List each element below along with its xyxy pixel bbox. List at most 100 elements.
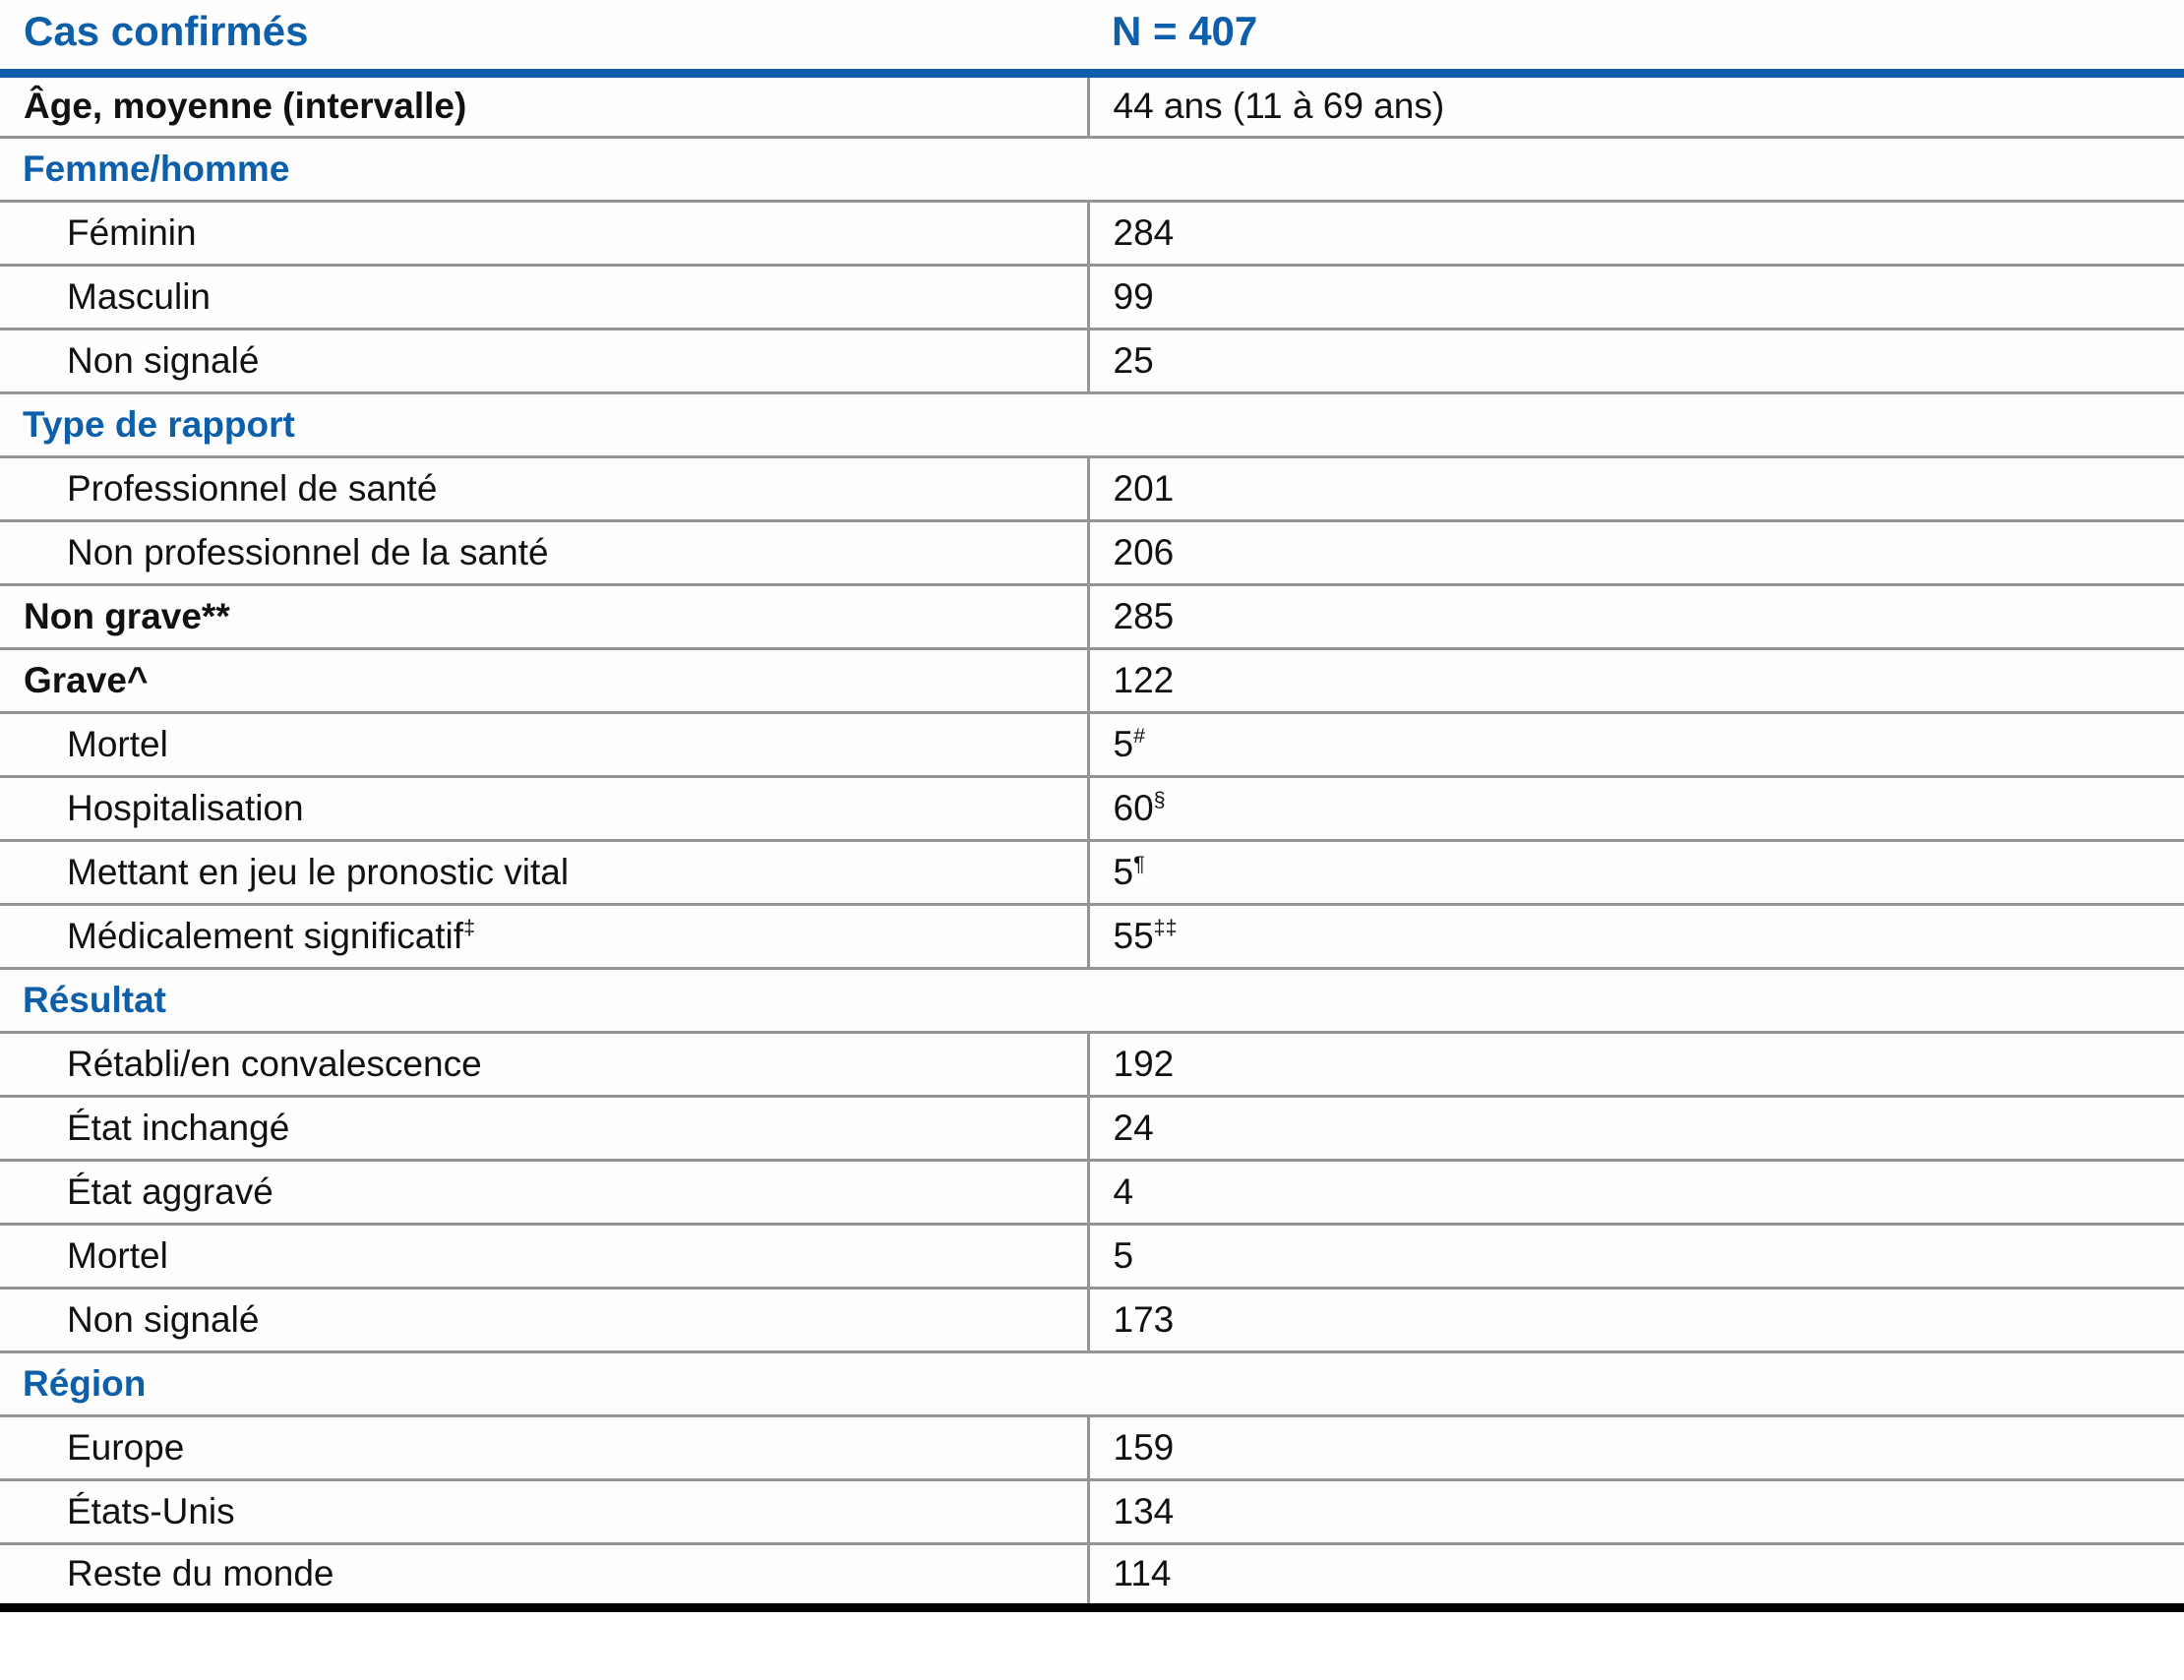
row-value-text: 192 — [1113, 1043, 1175, 1084]
row-label-text: Mortel — [67, 1234, 168, 1276]
row-value-text: 122 — [1113, 659, 1175, 700]
row-label-text: Non grave** — [24, 595, 230, 636]
row-label-text: Masculin — [67, 275, 211, 317]
data-row: Professionnel de santé 201 — [0, 456, 2184, 520]
row-label-text: État inchangé — [67, 1107, 290, 1148]
row-value-text: 55 — [1113, 915, 1154, 956]
section-title-cell: Région — [0, 1351, 2184, 1415]
row-value-cell: 55‡‡ — [1086, 904, 2184, 968]
row-value-text: 25 — [1113, 339, 1154, 381]
row-label-text: État aggravé — [67, 1170, 273, 1212]
row-label-cell: Grave^ — [0, 648, 1088, 712]
confirmed-cases-table: Cas confirmés N = 407 Âge, moyenne (inte… — [0, 0, 2184, 1607]
value-superscript: # — [1133, 723, 1146, 748]
data-row: Féminin 284 — [0, 201, 2184, 265]
section-row: Région — [0, 1351, 2184, 1415]
row-label-cell: Mortel — [0, 1224, 1088, 1288]
row-label-text: Féminin — [67, 211, 197, 253]
row-label-text: Professionnel de santé — [67, 467, 438, 509]
section-row: Résultat — [0, 968, 2184, 1032]
data-row: États-Unis 134 — [0, 1479, 2184, 1543]
row-label-cell: Hospitalisation — [0, 776, 1088, 840]
row-label-text: Non professionnel de la santé — [67, 531, 549, 572]
data-row: Rétabli/en convalescence 192 — [0, 1032, 2184, 1096]
row-value-cell: 5# — [1086, 712, 2184, 776]
row-value-text: 284 — [1113, 211, 1175, 253]
data-row: Reste du monde 114 — [0, 1543, 2184, 1607]
row-value-text: 173 — [1113, 1298, 1175, 1340]
section-row: Type de rapport — [0, 392, 2184, 456]
row-label-text: Non signalé — [67, 339, 260, 381]
row-value-text: 114 — [1113, 1553, 1172, 1593]
value-superscript: § — [1153, 787, 1166, 811]
row-value-text: 4 — [1113, 1170, 1134, 1212]
row-label-cell: Mettant en jeu le pronostic vital — [0, 840, 1088, 904]
row-value-cell: 192 — [1086, 1032, 2184, 1096]
data-row: Non professionnel de la santé 206 — [0, 520, 2184, 584]
row-label-cell: Non signalé — [0, 329, 1088, 392]
table-body: Âge, moyenne (intervalle) 44 ans (11 à 69… — [0, 73, 2184, 1607]
row-label-cell: Masculin — [0, 265, 1088, 329]
row-label-text: Âge, moyenne (intervalle) — [24, 86, 467, 126]
row-value-text: 24 — [1113, 1107, 1154, 1148]
row-value-text: 99 — [1113, 275, 1154, 317]
row-value-cell: 206 — [1086, 520, 2184, 584]
row-label-cell: Professionnel de santé — [0, 456, 1088, 520]
row-label-text: Europe — [67, 1426, 185, 1468]
row-label-text: Rétabli/en convalescence — [67, 1043, 482, 1084]
row-value-cell: 25 — [1086, 329, 2184, 392]
header-title-cell: Cas confirmés — [24, 7, 309, 54]
row-value-text: 5 — [1113, 1234, 1134, 1276]
row-label-text: Médicalement significatif — [67, 915, 464, 956]
row-value-cell: 99 — [1086, 265, 2184, 329]
table-header-row: Cas confirmés N = 407 — [0, 0, 2184, 73]
data-row: État aggravé 4 — [0, 1160, 2184, 1224]
data-row: Non signalé 173 — [0, 1288, 2184, 1351]
value-superscript: ‡‡ — [1153, 915, 1178, 939]
row-label-cell: Non signalé — [0, 1288, 1088, 1351]
row-label-text: Mortel — [67, 723, 168, 764]
row-value-cell: 159 — [1086, 1415, 2184, 1479]
section-row: Femme/homme — [0, 137, 2184, 201]
row-label-cell: Europe — [0, 1415, 1088, 1479]
row-label-cell: Rétabli/en convalescence — [0, 1032, 1088, 1096]
section-title-cell: Résultat — [0, 968, 2184, 1032]
value-superscript: ¶ — [1133, 851, 1145, 875]
row-value-cell: 201 — [1086, 456, 2184, 520]
row-value-text: 44 ans (11 à 69 ans) — [1113, 86, 1445, 126]
label-superscript: ‡ — [463, 915, 475, 939]
row-value-text: 5 — [1113, 851, 1134, 892]
row-value-cell: 285 — [1086, 584, 2184, 648]
data-row: État inchangé 24 — [0, 1096, 2184, 1160]
data-row: Non grave** 285 — [0, 584, 2184, 648]
row-label-text: Non signalé — [67, 1298, 260, 1340]
row-label-cell: Reste du monde — [0, 1543, 1088, 1607]
row-label-cell: Âge, moyenne (intervalle) — [0, 73, 1088, 137]
section-title-cell: Type de rapport — [0, 392, 2184, 456]
row-label-cell: Médicalement significatif‡ — [0, 904, 1088, 968]
row-value-cell: 5¶ — [1086, 840, 2184, 904]
data-row: Mortel 5# — [0, 712, 2184, 776]
data-row: Europe 159 — [0, 1415, 2184, 1479]
row-value-text: 201 — [1113, 467, 1175, 509]
row-value-text: 60 — [1113, 787, 1154, 828]
row-value-cell: 24 — [1086, 1096, 2184, 1160]
row-value-text: 206 — [1113, 531, 1175, 572]
section-title-cell: Femme/homme — [0, 137, 2184, 201]
row-value-cell: 173 — [1086, 1288, 2184, 1351]
data-row: Mortel 5 — [0, 1224, 2184, 1288]
header-count-cell: N = 407 — [1112, 7, 1258, 54]
data-row: Médicalement significatif‡ 55‡‡ — [0, 904, 2184, 968]
row-value-text: 5 — [1113, 723, 1134, 764]
row-label-text: Mettant en jeu le pronostic vital — [67, 851, 570, 892]
row-value-cell: 284 — [1086, 201, 2184, 265]
row-label-cell: États-Unis — [0, 1479, 1088, 1543]
row-value-text: 134 — [1113, 1490, 1175, 1531]
data-row: Âge, moyenne (intervalle) 44 ans (11 à 69… — [0, 73, 2184, 137]
row-label-text: États-Unis — [67, 1490, 235, 1531]
row-value-cell: 4 — [1086, 1160, 2184, 1224]
row-label-text: Hospitalisation — [67, 787, 304, 828]
row-value-text: 159 — [1113, 1426, 1175, 1468]
row-label-cell: État inchangé — [0, 1096, 1088, 1160]
row-label-cell: Non professionnel de la santé — [0, 520, 1088, 584]
